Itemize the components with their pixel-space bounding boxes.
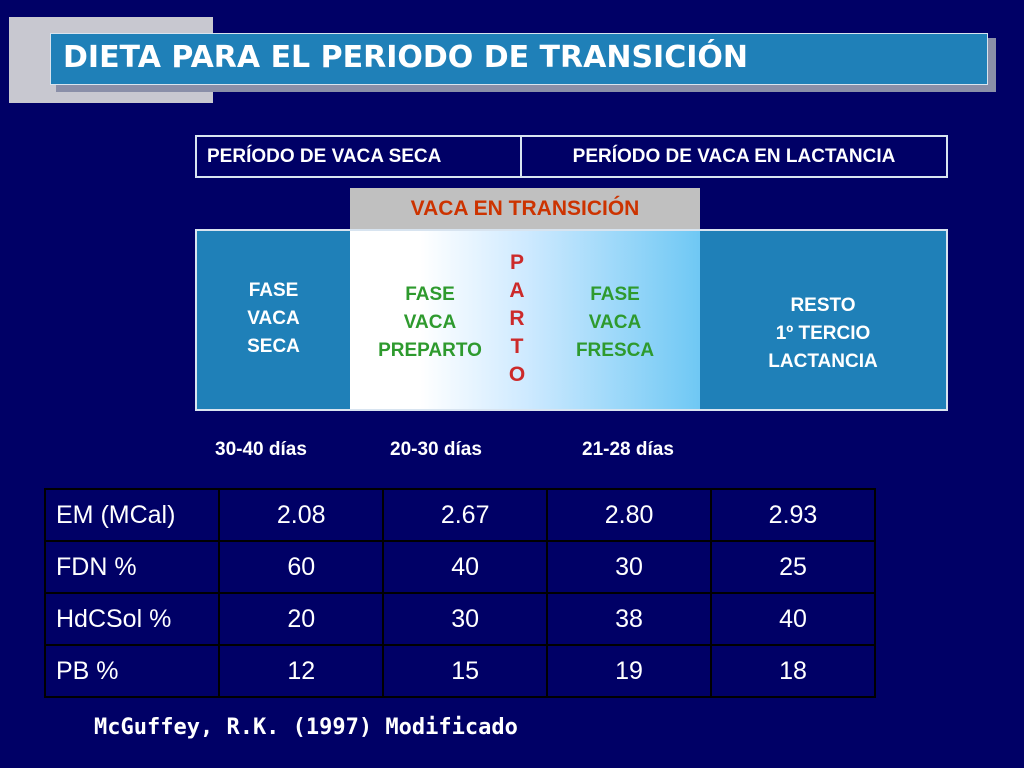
table-cell: 2.08	[218, 488, 385, 542]
phase-prepartum-line: FASE	[405, 284, 455, 305]
phase-rest: RESTO 1º TERCIO LACTANCIA	[700, 231, 946, 409]
diet-table: EM (MCal) 2.08 2.67 2.80 2.93 FDN % 60 4…	[43, 488, 876, 698]
table-cell: 30	[382, 592, 549, 646]
phase-prepartum-line: PREPARTO	[378, 340, 482, 361]
period-lactation-label: PERÍODO DE VACA EN LACTANCIA	[572, 146, 896, 167]
phase-rest-line: 1º TERCIO	[775, 323, 871, 344]
table-row: EM (MCal) 2.08 2.67 2.80 2.93	[43, 488, 876, 542]
phases-panel: FASE VACA SECA FASE VACA PREPARTO P A R …	[195, 229, 948, 411]
phase-prepartum-line: VACA	[403, 312, 457, 333]
table-row: HdCSol % 20 30 38 40	[43, 592, 876, 646]
parto-letter: R	[509, 307, 525, 330]
phase-dry-line: FASE	[248, 280, 299, 301]
days-dry: 30-40 días	[215, 439, 307, 460]
table-cell: 40	[710, 592, 876, 646]
table-cell: 18	[710, 644, 876, 698]
table-cell: 25	[710, 540, 876, 594]
row-label: EM (MCal)	[43, 488, 221, 542]
phase-fresh-line: VACA	[588, 312, 642, 333]
row-label: FDN %	[43, 540, 221, 594]
days-fresh: 21-28 días	[582, 439, 674, 460]
table-cell: 12	[218, 644, 385, 698]
days-prepartum: 20-30 días	[390, 439, 482, 460]
reference-citation: McGuffey, R.K. (1997) Modificado	[94, 715, 518, 740]
row-label: HdCSol %	[43, 592, 221, 646]
row-label: PB %	[43, 644, 221, 698]
phase-rest-line: RESTO	[790, 295, 856, 316]
parto-letter: O	[508, 363, 526, 386]
transition-label: VACA EN TRANSICIÓN	[350, 188, 700, 229]
parto-vertical-label: P A R T O	[502, 249, 532, 389]
phase-dry: FASE VACA SECA	[197, 231, 350, 409]
phase-prepartum: FASE VACA PREPARTO	[365, 281, 495, 365]
parto-letter: A	[509, 279, 525, 302]
period-dry-label: PERÍODO DE VACA SECA	[197, 137, 522, 176]
parto-letter: T	[510, 335, 524, 358]
phase-rest-line: LACTANCIA	[768, 351, 878, 372]
table-cell: 19	[546, 644, 713, 698]
table-cell: 2.93	[710, 488, 876, 542]
table-cell: 15	[382, 644, 549, 698]
phase-fresh-line: FASE	[590, 284, 640, 305]
table-row: PB % 12 15 19 18	[43, 644, 876, 698]
slide-title: DIETA PARA EL PERIODO DE TRANSICIÓN	[63, 40, 749, 75]
table-cell: 2.80	[546, 488, 713, 542]
period-bar: PERÍODO DE VACA SECA PERÍODO DE VACA EN …	[195, 135, 948, 178]
parto-letter: P	[509, 251, 524, 274]
phase-dry-line: SECA	[247, 336, 300, 357]
table-cell: 2.67	[382, 488, 549, 542]
phase-dry-line: VACA	[247, 308, 300, 329]
table-cell: 40	[382, 540, 549, 594]
phase-fresh: FASE VACA FRESCA	[550, 281, 680, 365]
title-box: DIETA PARA EL PERIODO DE TRANSICIÓN	[50, 33, 988, 85]
table-cell: 38	[546, 592, 713, 646]
table-cell: 60	[218, 540, 385, 594]
phase-transition: FASE VACA PREPARTO P A R T O FASE VACA F…	[350, 231, 700, 409]
table-cell: 20	[218, 592, 385, 646]
phase-fresh-line: FRESCA	[575, 340, 655, 361]
table-cell: 30	[546, 540, 713, 594]
table-row: FDN % 60 40 30 25	[43, 540, 876, 594]
